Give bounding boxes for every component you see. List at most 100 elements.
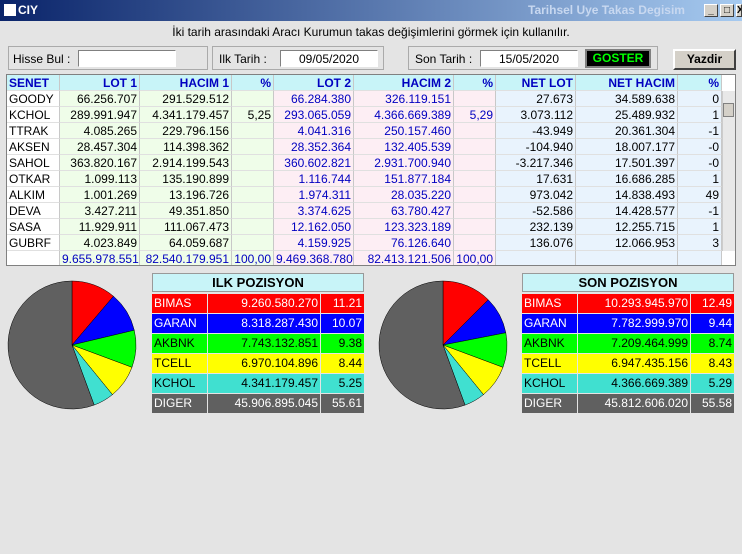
grid-cell: 973.042: [496, 187, 576, 203]
grid-cell: 326.119.151: [354, 91, 454, 107]
grid-cell: SAHOL: [7, 155, 60, 171]
grid-cell: [232, 139, 274, 155]
grid-cell: ALKIM: [7, 187, 60, 203]
grid-cell: 250.157.460: [354, 123, 454, 139]
grid-cell: 111.067.473: [140, 219, 232, 235]
legend-name: AKBNK: [522, 334, 577, 353]
grid-cell: 17.631: [496, 171, 576, 187]
pie-area: [7, 280, 508, 410]
maximize-button[interactable]: □: [720, 4, 734, 17]
grid-cell: 34.589.638: [576, 91, 678, 107]
legend-name: BIMAS: [152, 294, 207, 313]
grid-cell: [454, 123, 496, 139]
scrollbar: [722, 91, 735, 251]
start-group: [212, 46, 384, 70]
grid-cell: 3: [678, 235, 722, 251]
grid-cell: 2.931.700.940: [354, 155, 454, 171]
grid-cell: 135.190.899: [140, 171, 232, 187]
pie-slice: [378, 280, 466, 410]
search-group: [8, 46, 208, 70]
grid-cell: -104.940: [496, 139, 576, 155]
legend-percent: 11.21: [321, 294, 364, 313]
total-cell: [678, 251, 722, 265]
grid-cell: 14.838.493: [576, 187, 678, 203]
grid-cell: 11.929.911: [60, 219, 140, 235]
grid-cell: 363.820.167: [60, 155, 140, 171]
close-button[interactable]: X: [736, 4, 742, 17]
grid-cell: 28.457.304: [60, 139, 140, 155]
legend-percent: 12.49: [691, 294, 734, 313]
end-date[interactable]: 15/05/2020: [480, 50, 578, 67]
column-header: HACIM 2: [354, 75, 454, 91]
grid-cell: [232, 187, 274, 203]
grid-cell: 1.116.744: [274, 171, 354, 187]
print-button[interactable]: Yazdir: [673, 49, 736, 70]
scroll-thumb: [723, 103, 734, 117]
grid-cell: 232.139: [496, 219, 576, 235]
legend-percent: 55.58: [691, 394, 734, 413]
grid-cell: 136.076: [496, 235, 576, 251]
grid-cell: GOODY: [7, 91, 60, 107]
app-icon: [4, 4, 16, 16]
total-cell: 82.540.179.951: [140, 251, 232, 265]
legend-amount: 7.209.464.999: [578, 334, 690, 353]
legend-name: DIGER: [522, 394, 577, 413]
grid-cell: 291.529.512: [140, 91, 232, 107]
legend-name: BIMAS: [522, 294, 577, 313]
start-date[interactable]: 09/05/2020: [280, 50, 378, 67]
legend-name: KCHOL: [152, 374, 207, 393]
grid-cell: [232, 219, 274, 235]
grid-cell: 17.501.397: [576, 155, 678, 171]
grid-cell: 4.341.179.457: [140, 107, 232, 123]
grid-cell: 20.361.304: [576, 123, 678, 139]
minimize-button[interactable]: _: [704, 4, 718, 17]
grid-cell: 1.001.269: [60, 187, 140, 203]
grid-cell: [454, 155, 496, 171]
legend-title: SON POZISYON: [522, 273, 734, 292]
total-cell: 9.655.978.551: [60, 251, 140, 266]
legend-name: KCHOL: [522, 374, 577, 393]
grid-cell: [454, 171, 496, 187]
grid-cell: 63.780.427: [354, 203, 454, 219]
grid-cell: 4.159.925: [274, 235, 354, 251]
legend-amount: 6.970.104.896: [208, 354, 320, 373]
column-header: NET LOT: [496, 75, 576, 91]
legend-percent: 9.38: [321, 334, 364, 353]
total-cell: 82.413.121.506: [354, 251, 454, 265]
total-cell: [7, 251, 60, 265]
show-button[interactable]: GOSTER: [585, 49, 651, 68]
grid-cell: 3.427.211: [60, 203, 140, 219]
legend-percent: 5.25: [321, 374, 364, 393]
grid-cell: 4.085.265: [60, 123, 140, 139]
legend-name: AKBNK: [152, 334, 207, 353]
legend-amount: 4.366.669.389: [578, 374, 690, 393]
grid-cell: 1: [678, 107, 722, 123]
grid-cell: 64.059.687: [140, 235, 232, 251]
search-input[interactable]: [78, 50, 176, 67]
grid-cell: KCHOL: [7, 107, 60, 123]
grid-cell: [232, 203, 274, 219]
grid-cell: 360.602.821: [274, 155, 354, 171]
grid-cell: 5,29: [454, 107, 496, 123]
window-title: CIY: [18, 3, 39, 17]
start-label: Ilk Tarih :: [219, 52, 267, 66]
legend-amount: 10.293.945.970: [578, 294, 690, 313]
grid-cell: OTKAR: [7, 171, 60, 187]
grid-cell: -3.217.346: [496, 155, 576, 171]
legend-amount: 8.318.287.430: [208, 314, 320, 333]
grid-cell: 4.023.849: [60, 235, 140, 251]
grid-cell: 49.351.850: [140, 203, 232, 219]
title-bar: CIY Tarihsel Uye Takas Degisim _ □ X: [0, 0, 742, 21]
data-grid: SENET LOT 1 HACIM 1% LOT 2 HACIM 2% NET LOT NE…: [6, 74, 736, 266]
total-cell: 9.469.368.780: [274, 251, 354, 266]
grid-cell: -52.586: [496, 203, 576, 219]
legend-amount: 45.906.895.045: [208, 394, 320, 413]
window-caption: Tarihsel Uye Takas Degisim: [528, 3, 685, 17]
grid-cell: -43.949: [496, 123, 576, 139]
grid-cell: 13.196.726: [140, 187, 232, 203]
grid-cell: [454, 139, 496, 155]
instruction: İki tarih arasındaki Aracı Kurumun takas…: [172, 25, 570, 39]
legend-percent: 55.61: [321, 394, 364, 413]
grid-cell: [232, 123, 274, 139]
legend-title: ILK POZISYON: [152, 273, 364, 292]
